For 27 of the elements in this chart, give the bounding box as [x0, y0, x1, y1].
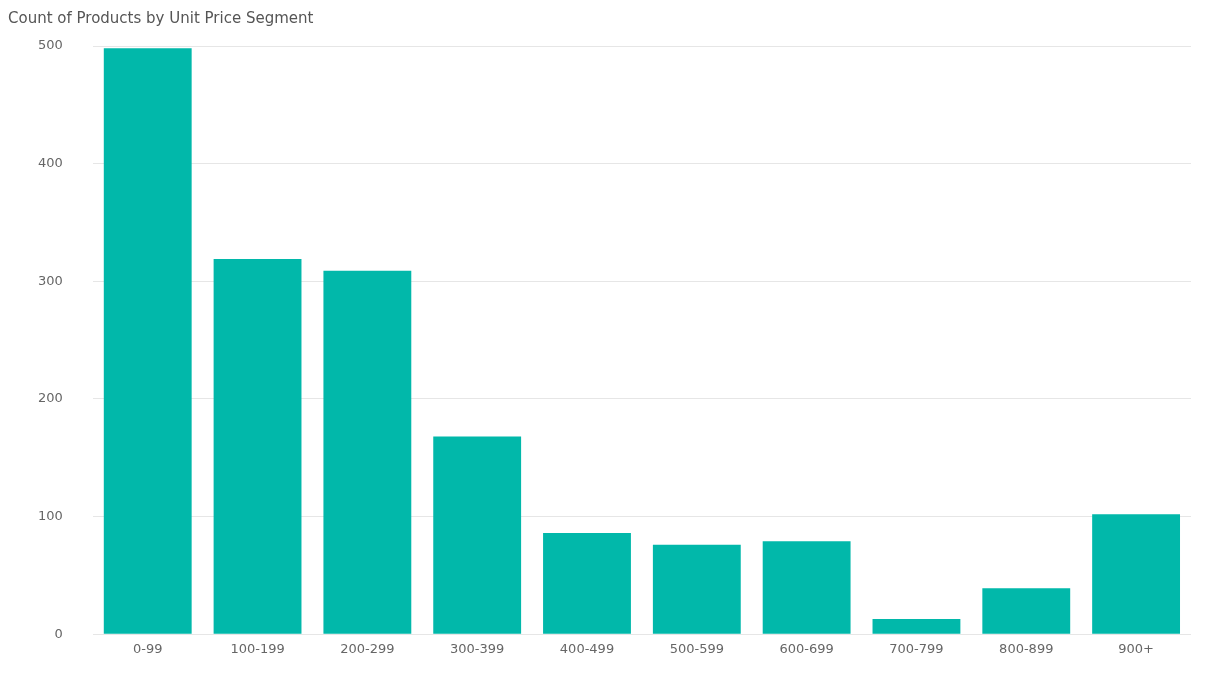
bar [543, 533, 631, 634]
bar [762, 541, 851, 634]
x-tick-label: 0-99 [132, 641, 163, 657]
y-tick-label: 400 [37, 155, 63, 171]
x-tick-label: 300-399 [450, 641, 505, 657]
bar [872, 618, 961, 634]
bar [323, 270, 412, 634]
bar [1092, 514, 1181, 634]
y-tick-label: 0 [54, 625, 63, 641]
bar [982, 588, 1071, 634]
x-tick-label: 600-699 [779, 641, 834, 657]
x-tick-label: 400-499 [559, 641, 615, 657]
bar [433, 436, 522, 634]
x-tick-label: 800-899 [999, 641, 1054, 657]
y-tick-label: 100 [37, 507, 63, 523]
chart-title: Count of Products by Unit Price Segment [8, 8, 314, 27]
x-tick-label: 100-199 [230, 641, 285, 657]
x-tick-label: 700-799 [889, 641, 944, 657]
x-tick-label: 900+ [1118, 641, 1154, 657]
x-tick-label: 200-299 [340, 641, 395, 657]
bar [213, 258, 302, 634]
bar [103, 48, 192, 634]
y-tick-label: 500 [37, 37, 63, 53]
bar [652, 544, 741, 634]
y-tick-label: 200 [37, 390, 63, 406]
x-tick-label: 500-599 [669, 641, 724, 657]
y-tick-label: 300 [37, 272, 63, 288]
